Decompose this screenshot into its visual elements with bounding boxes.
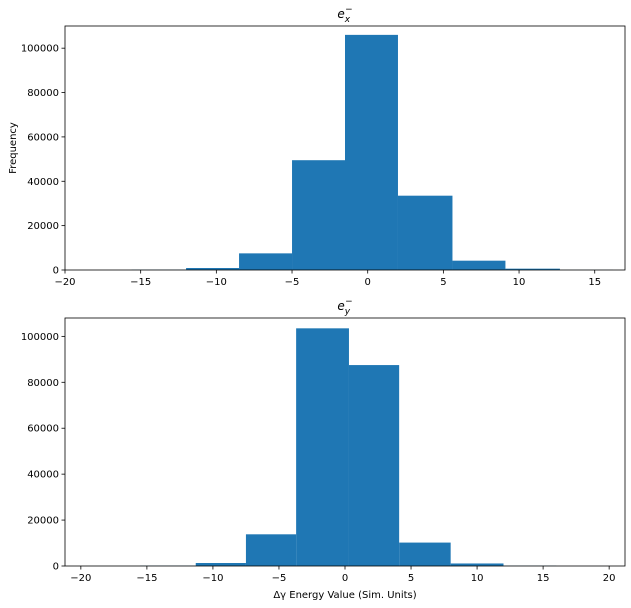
histogram-bar xyxy=(348,365,400,566)
subplot-ey: −20 −15 −10 −5 0 5 10 15 20 0 20000 40000 60000 80000… xyxy=(21,297,626,601)
y-tick-label: 80000 xyxy=(27,88,59,99)
y-tick-label: 80000 xyxy=(27,378,59,389)
histogram-bar xyxy=(186,268,240,270)
histogram-bar xyxy=(397,195,453,270)
x-tick-label: −10 xyxy=(202,573,223,584)
x-tick-label: −20 xyxy=(54,277,75,288)
chart-title-main: e xyxy=(337,299,344,313)
x-tick-label: −5 xyxy=(272,573,287,584)
x-tick-label: −20 xyxy=(70,573,91,584)
histogram-bar xyxy=(296,328,349,566)
y-tick-label: 100000 xyxy=(21,44,59,55)
x-tick-label: −5 xyxy=(285,277,300,288)
x-tick-label: −15 xyxy=(136,573,157,584)
axes-frame xyxy=(64,25,626,271)
chart-title-subscript: y xyxy=(344,307,351,317)
x-tick-label: 5 xyxy=(408,573,414,584)
chart-title: ey− xyxy=(337,297,352,317)
y-axis-label: Frequency xyxy=(8,122,19,174)
x-tick-label: 15 xyxy=(537,573,550,584)
y-tick-label: 20000 xyxy=(27,516,59,527)
histogram-bar xyxy=(345,34,398,271)
x-axis-label: Δγ Energy Value (Sim. Units) xyxy=(273,590,416,601)
x-tick-label: 10 xyxy=(513,277,526,288)
y-tick-label: 40000 xyxy=(27,177,59,188)
y-tick-label: 20000 xyxy=(27,221,59,232)
x-tick-label: 10 xyxy=(471,573,484,584)
y-tick-label: 100000 xyxy=(21,332,59,343)
x-tick-label: −15 xyxy=(130,277,151,288)
x-tick-label: −10 xyxy=(206,277,227,288)
histogram-bar xyxy=(450,563,504,566)
histogram-bar xyxy=(245,534,297,566)
chart-title: ex− xyxy=(337,5,352,25)
chart-title-subscript: x xyxy=(344,15,351,25)
y-tick-label: 0 xyxy=(53,266,59,277)
histogram-bar xyxy=(505,268,560,270)
chart-title-superscript: − xyxy=(345,5,353,15)
histogram-bar xyxy=(452,260,506,270)
x-tick-label: 15 xyxy=(588,277,601,288)
histogram-bar xyxy=(292,160,345,270)
y-tick-label: 60000 xyxy=(27,132,59,143)
histogram-bar xyxy=(239,253,293,270)
histogram-bar xyxy=(399,542,451,566)
x-tick-label: 20 xyxy=(603,573,616,584)
chart-title-superscript: − xyxy=(345,297,353,307)
x-tick-label: 0 xyxy=(365,277,371,288)
x-tick-label: 0 xyxy=(342,573,348,584)
chart-title-main: e xyxy=(337,7,344,21)
y-tick-label: 60000 xyxy=(27,424,59,435)
histogram-bar xyxy=(195,563,246,566)
y-tick-label: 0 xyxy=(53,562,59,573)
y-tick-label: 40000 xyxy=(27,470,59,481)
x-tick-label: 5 xyxy=(440,277,446,288)
subplot-ex: −20 −15 −10 −5 0 5 10 15 0 20000 40000 60000 80000 10… xyxy=(8,5,626,288)
